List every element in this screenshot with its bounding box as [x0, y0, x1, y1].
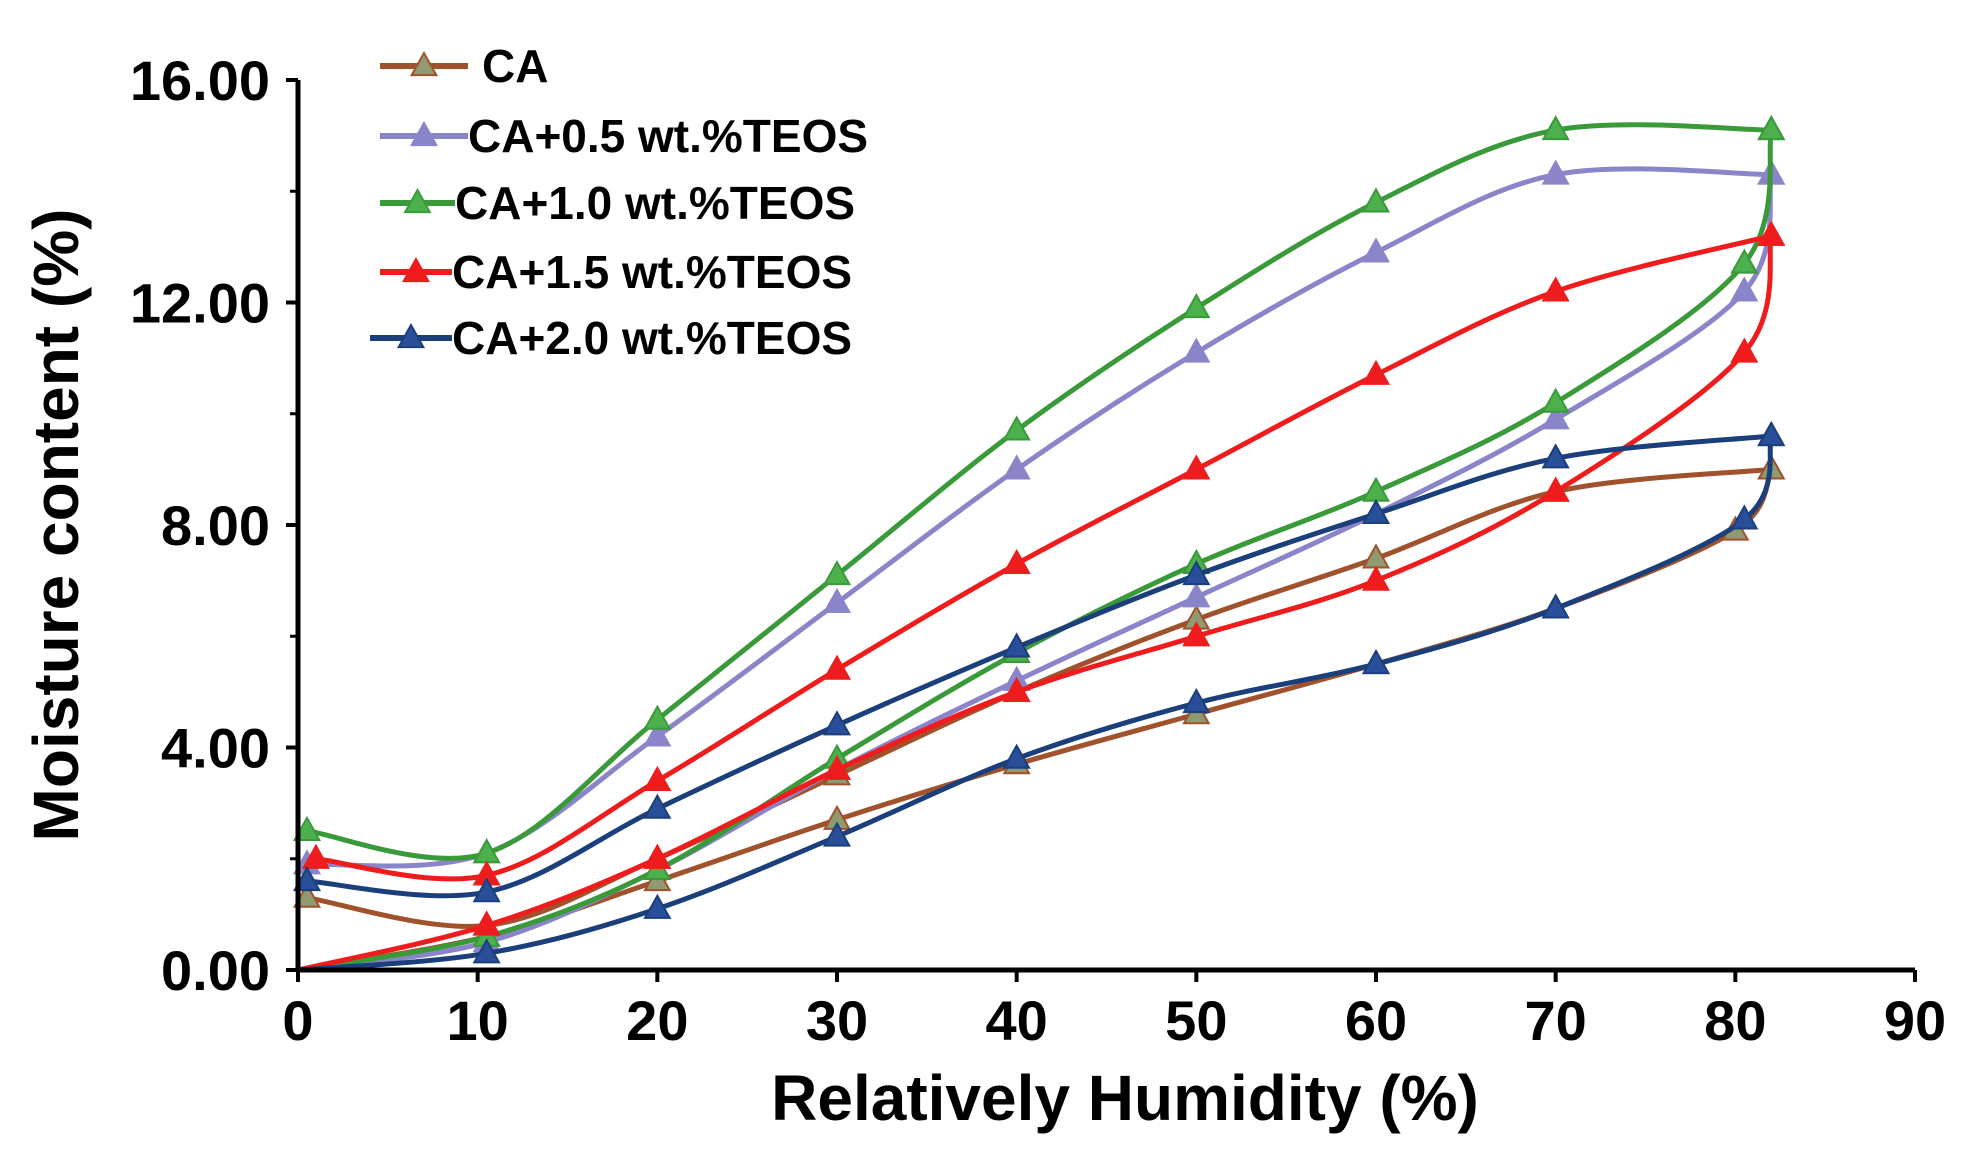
series-3 — [292, 115, 1786, 973]
legend-swatch-marker — [401, 256, 431, 283]
data-point — [643, 793, 672, 819]
x-tick-label: 30 — [806, 989, 868, 1052]
data-point — [292, 882, 322, 908]
data-point — [1002, 548, 1031, 575]
series-line-adsorption — [295, 433, 1774, 973]
data-point — [1002, 743, 1031, 769]
data-point — [643, 893, 672, 919]
data-point — [1541, 276, 1570, 302]
data-point — [1002, 676, 1031, 702]
y-tick-label: 16.00 — [130, 49, 270, 112]
x-tick-label: 80 — [1704, 989, 1766, 1052]
data-point — [1361, 565, 1391, 591]
axis-layer: 0 10 20 30 40 50 60 70 80 90 0.00 4.00 8.00 12.00 16.0… — [130, 49, 1946, 1052]
legend-swatch-marker — [409, 120, 439, 147]
data-point — [822, 710, 852, 736]
series-4 — [295, 220, 1786, 973]
legend-swatch-marker — [403, 187, 432, 214]
legend-label: CA — [482, 40, 548, 92]
series-line-desorption — [304, 433, 1774, 899]
legend-label: CA+1.0 wt.%TEOS — [455, 177, 855, 229]
data-point — [292, 865, 322, 892]
data-point — [1182, 337, 1211, 363]
data-point — [1541, 115, 1570, 141]
data-point — [1002, 454, 1031, 480]
series-layer — [292, 115, 1786, 973]
legend-item: CA+1.0 wt.%TEOS — [380, 177, 855, 229]
data-point — [1361, 359, 1391, 385]
data-point — [1361, 498, 1391, 524]
legend-label: CA+2.0 wt.%TEOS — [452, 312, 852, 364]
data-point — [1182, 582, 1211, 608]
y-tick-label: 12.00 — [130, 272, 270, 335]
legend-item: CA+2.0 wt.%TEOS — [370, 312, 852, 364]
data-point — [1730, 504, 1759, 530]
data-point — [1730, 337, 1759, 363]
data-point — [822, 560, 852, 586]
legend-label: CA+1.5 wt.%TEOS — [452, 246, 852, 298]
series-1 — [292, 454, 1786, 973]
legend-item: CA+0.5 wt.%TEOS — [380, 110, 868, 162]
data-point — [1182, 293, 1211, 319]
data-point — [1541, 159, 1570, 185]
data-point — [1757, 115, 1786, 141]
data-point — [1182, 560, 1211, 586]
data-point — [643, 843, 672, 869]
data-point — [1757, 420, 1786, 447]
x-tick-label: 70 — [1525, 989, 1587, 1052]
legend-swatch-marker — [409, 50, 439, 77]
data-point — [643, 765, 672, 791]
legend-swatch-marker — [396, 322, 426, 349]
data-point — [643, 721, 672, 747]
y-tick-label: 4.00 — [161, 717, 270, 780]
data-point — [1541, 476, 1570, 502]
data-point — [1757, 220, 1786, 246]
data-point — [1361, 237, 1391, 263]
x-tick-label: 10 — [447, 989, 509, 1052]
series-5 — [292, 420, 1786, 973]
data-point — [1182, 687, 1211, 714]
data-point — [1541, 387, 1570, 413]
data-point — [1541, 443, 1570, 469]
data-point — [1002, 632, 1031, 658]
data-point — [301, 843, 331, 869]
x-tick-label: 50 — [1165, 989, 1227, 1052]
y-tick-label: 0.00 — [161, 939, 270, 1002]
data-point — [1182, 621, 1211, 647]
data-point — [1361, 187, 1391, 213]
data-point — [822, 654, 852, 680]
data-point — [1730, 276, 1759, 302]
data-point — [1182, 454, 1211, 480]
x-tick-label: 90 — [1884, 989, 1946, 1052]
x-tick-label: 20 — [626, 989, 688, 1052]
series-line-adsorption — [295, 233, 1774, 973]
data-point — [1730, 248, 1759, 274]
x-tick-label: 40 — [986, 989, 1048, 1052]
data-point — [472, 877, 501, 903]
data-point — [1002, 415, 1031, 441]
legend-label: CA+0.5 wt.%TEOS — [468, 110, 868, 162]
x-axis-title: Relatively Humidity (%) — [771, 1062, 1479, 1134]
data-point — [643, 704, 672, 730]
legend: CA CA+0.5 wt.%TEOS CA+1.0 wt.%TEOS CA+1.5 w… — [370, 40, 868, 364]
data-point — [292, 815, 322, 842]
series-line-adsorption — [295, 127, 1774, 973]
data-point — [1541, 404, 1570, 430]
data-point — [822, 754, 852, 780]
data-point — [1541, 593, 1570, 619]
legend-item: CA+1.5 wt.%TEOS — [380, 246, 852, 298]
data-point — [822, 587, 852, 613]
x-tick-label: 60 — [1345, 989, 1407, 1052]
series-line-desorption — [304, 466, 1774, 929]
data-point — [822, 821, 852, 847]
data-point — [1361, 649, 1391, 675]
data-point — [472, 938, 501, 964]
y-axis-title: Moisture content (%) — [20, 209, 92, 842]
series-line-adsorption — [295, 466, 1774, 973]
x-tick-label: 0 — [282, 989, 313, 1052]
legend-item: CA — [380, 40, 548, 92]
data-point — [472, 910, 501, 936]
y-tick-label: 8.00 — [161, 494, 270, 557]
